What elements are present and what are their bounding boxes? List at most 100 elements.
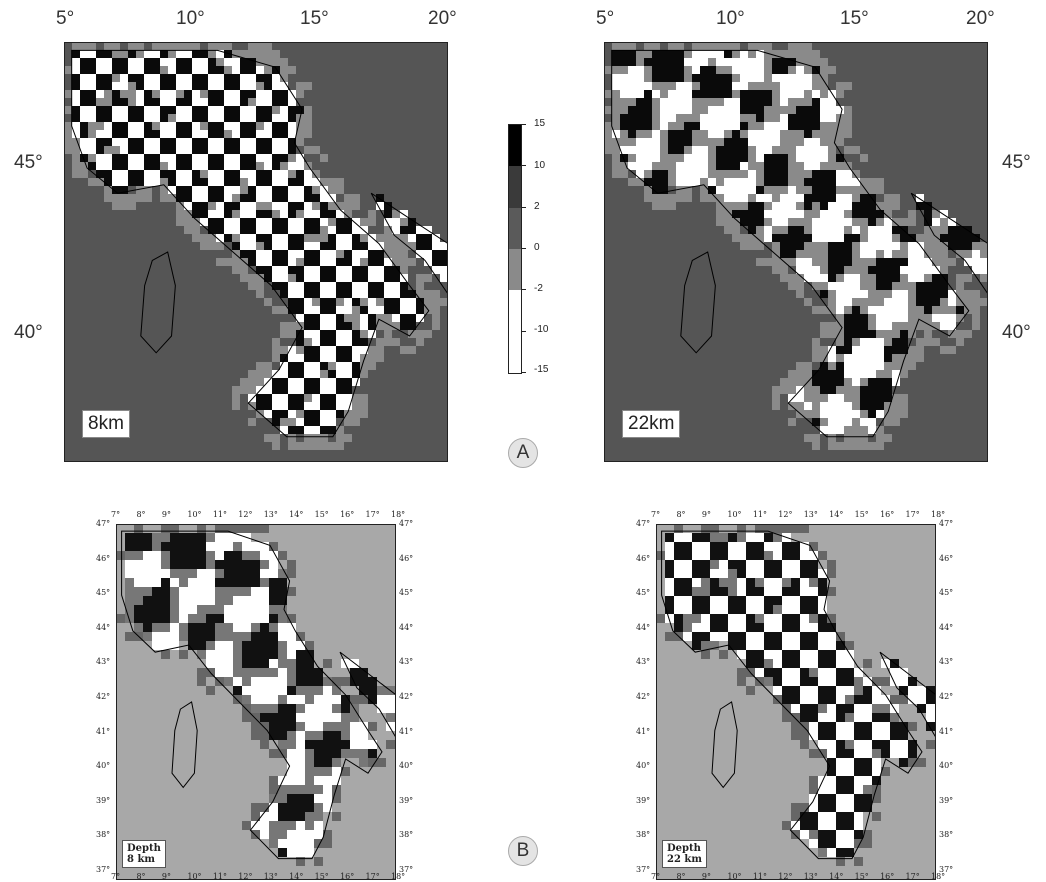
lat-tick-label: 37° [399,865,414,874]
coastline [339,651,396,739]
panel-label-a: A [508,438,538,468]
coastline [121,530,383,860]
tomography-cells [64,42,448,462]
colorbar-segment [509,166,521,208]
depth-label-line1: Depth [127,843,161,854]
lon-tick-label: 15° [300,8,329,29]
lat-tick-label: 42° [939,692,954,701]
lon-tick-label: 5° [56,8,75,29]
lat-tick-label: 46° [96,553,111,563]
lon-tick-label: 12° [238,872,253,881]
lat-tick-label: 43° [399,657,414,667]
coastline [71,49,430,438]
colorbar-tick-label: -10 [534,324,549,335]
depth-label: 8km [82,410,130,438]
colorbar-segment [509,331,521,373]
lat-tick-label: 47° [399,519,414,528]
colorbar-tick-label: 0 [534,242,540,253]
lon-tick-label: 11° [212,872,227,881]
lat-tick-label: 42° [399,692,414,701]
colorbar-tick-label: 2 [534,201,540,212]
lon-tick-label: 9° [701,872,711,881]
lon-tick-label: 8° [136,510,146,519]
lat-tick-label: 41° [399,726,414,736]
sardinia-coastline [680,251,716,354]
lat-tick-label: 42° [636,692,651,701]
lat-tick-label: 45° [96,588,111,598]
colorbar-tick [521,124,526,125]
lon-tick-label: 11° [752,510,767,519]
lat-tick-label: 47° [939,519,954,528]
lat-tick-label: 38° [939,830,954,840]
panel-label-b: B [508,836,538,866]
tomography-cells [604,42,988,462]
lon-tick-label: 11° [212,510,227,519]
lon-tick-label: 13° [263,872,278,881]
lon-tick-label: 14° [829,872,844,881]
lat-tick-label: 40° [96,761,111,771]
lat-tick-label: 39° [399,795,414,805]
lat-tick-label: 37° [939,865,954,874]
colorbar-tick [521,206,526,208]
coastline [910,192,988,295]
colorbar-tick [521,165,526,167]
lat-tick-label: 45° [399,588,414,598]
lat-tick-label: 39° [636,795,651,805]
lon-tick-label: 10° [727,510,742,519]
depth-label-line2: 8 km [127,854,155,865]
lon-tick-label: 20° [428,8,457,29]
lon-tick-label: 18° [931,872,946,881]
color-scale-bar [508,124,522,374]
lat-tick-label: 46° [939,553,954,563]
lat-tick-label: 45° [939,588,954,598]
lon-tick-label: 7° [111,872,121,881]
map-frame [116,524,396,880]
lat-tick-label: 45° [14,152,43,173]
lon-tick-label: 11° [752,872,767,881]
depth-label-line2: 22 km [667,854,702,865]
lon-tick-label: 5° [596,8,615,29]
lon-tick-label: 9° [701,510,711,519]
colorbar-segment [509,290,521,332]
lon-tick-label: 10° [176,8,205,29]
colorbar-tick-label: 10 [534,160,546,171]
lat-tick-label: 45° [636,588,651,598]
lat-tick-label: 39° [96,795,111,805]
map-frame [64,42,448,462]
lat-tick-label: 40° [1002,322,1031,343]
lon-tick-label: 17° [905,510,920,519]
lon-tick-label: 13° [803,510,818,519]
lon-tick-label: 12° [238,510,253,519]
lat-tick-label: 46° [399,553,414,563]
lon-tick-label: 14° [289,872,304,881]
coastline [370,192,448,295]
lon-tick-label: 8° [676,872,686,881]
lat-tick-label: 44° [939,622,954,632]
lat-tick-label: 38° [96,830,111,840]
lon-tick-label: 15° [314,510,329,519]
sardinia-coastline [711,701,738,789]
lon-tick-label: 8° [676,510,686,519]
lon-tick-label: 17° [365,510,380,519]
sardinia-coastline [140,251,176,354]
colorbar-tick [521,289,526,291]
tomography-cells [116,524,396,880]
map-frame [656,524,936,880]
lon-tick-label: 7° [651,510,661,519]
depth-label: Depth 8 km [122,840,166,868]
colorbar-tick-label: 15 [534,118,546,129]
lon-tick-label: 17° [905,872,920,881]
lon-tick-label: 13° [803,872,818,881]
lon-tick-label: 10° [716,8,745,29]
lon-tick-label: 14° [289,510,304,519]
lat-tick-label: 42° [96,692,111,701]
lon-tick-label: 16° [340,510,355,519]
lat-tick-label: 44° [399,622,414,632]
map-b-22km [656,524,936,880]
lat-tick-label: 40° [939,761,954,771]
lon-tick-label: 15° [854,872,869,881]
lon-tick-label: 10° [187,872,202,881]
map-a-22km [604,42,988,462]
lat-tick-label: 38° [399,830,414,840]
lat-tick-label: 41° [96,726,111,736]
